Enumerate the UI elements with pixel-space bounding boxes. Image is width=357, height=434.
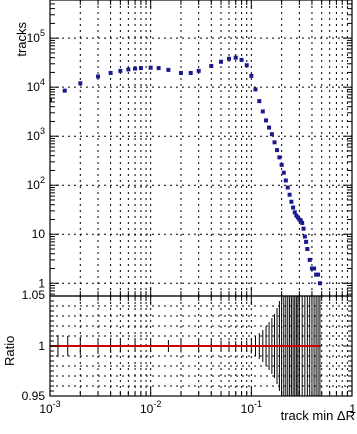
data-point (96, 74, 101, 79)
data-point (196, 68, 201, 73)
data-point (281, 170, 286, 175)
y-axis-label-tracks: tracks (14, 22, 29, 57)
y-axis-label-ratio: Ratio (2, 336, 17, 366)
tracks-series (50, 55, 322, 286)
data-point (298, 218, 303, 223)
data-point (78, 81, 83, 86)
data-point (108, 70, 113, 75)
ratio-axis-ticks (49, 295, 353, 397)
ratio-y-tick-labels: 0.95 1 1.05 (22, 288, 46, 403)
y-tick-label: 1.05 (22, 288, 46, 302)
x-tick-label: 10-1 (241, 399, 262, 416)
data-point (275, 148, 280, 153)
data-point (287, 192, 292, 197)
data-point (227, 56, 232, 61)
data-point (291, 205, 296, 210)
data-point (272, 140, 277, 145)
x-tick-labels: 10-3 10-2 10-1 1 (39, 399, 356, 416)
x-tick-label: 10-3 (39, 399, 60, 416)
data-point (312, 266, 317, 271)
data-point (50, 97, 52, 102)
data-point (244, 63, 249, 68)
x-tick-label: 1 (349, 402, 356, 416)
data-point (267, 125, 272, 130)
data-point (239, 57, 244, 62)
data-point (264, 118, 269, 123)
x-tick-label: 10-2 (140, 399, 161, 416)
data-point (283, 178, 288, 183)
data-point (305, 247, 310, 252)
data-point (253, 87, 258, 92)
y-tick-label: 102 (27, 175, 45, 192)
data-point (295, 215, 300, 220)
y-tick-label: 105 (27, 28, 45, 45)
data-point (285, 185, 290, 190)
data-point (188, 70, 193, 75)
data-point (307, 257, 312, 262)
data-point (279, 162, 284, 167)
data-point (304, 239, 309, 244)
y-tick-label: 103 (27, 126, 45, 143)
data-point (302, 234, 307, 239)
data-point (62, 88, 67, 93)
data-point (178, 70, 183, 75)
data-point (316, 272, 321, 277)
data-point (166, 67, 171, 72)
data-point (249, 73, 254, 78)
data-point (233, 55, 238, 60)
y-tick-label: 1 (38, 276, 45, 290)
y-tick-label: 1 (38, 339, 45, 353)
data-point (219, 59, 224, 64)
data-point (257, 99, 262, 104)
y-tick-label: 10 (32, 227, 46, 241)
data-point (292, 210, 297, 215)
data-point (156, 66, 161, 71)
data-point (289, 199, 294, 204)
top-grid (50, 0, 352, 296)
data-point (148, 65, 153, 70)
y-tick-label: 0.95 (22, 389, 46, 403)
data-point (301, 226, 306, 231)
data-point (300, 220, 305, 225)
y-tick-label: 104 (27, 77, 45, 94)
data-point (317, 281, 322, 286)
top-y-tick-labels: 1 10 102 103 104 105 (27, 28, 46, 290)
data-point (277, 155, 282, 160)
data-point (133, 66, 138, 71)
top-panel-frame (49, 0, 353, 297)
data-point (269, 132, 274, 137)
data-point (209, 64, 214, 69)
x-axis-label: track min ΔR (281, 408, 355, 423)
data-point (138, 66, 143, 71)
data-point (309, 266, 314, 271)
top-axis-ticks (49, 0, 353, 296)
data-point (126, 67, 131, 72)
data-point (118, 68, 123, 73)
data-point (260, 109, 265, 114)
